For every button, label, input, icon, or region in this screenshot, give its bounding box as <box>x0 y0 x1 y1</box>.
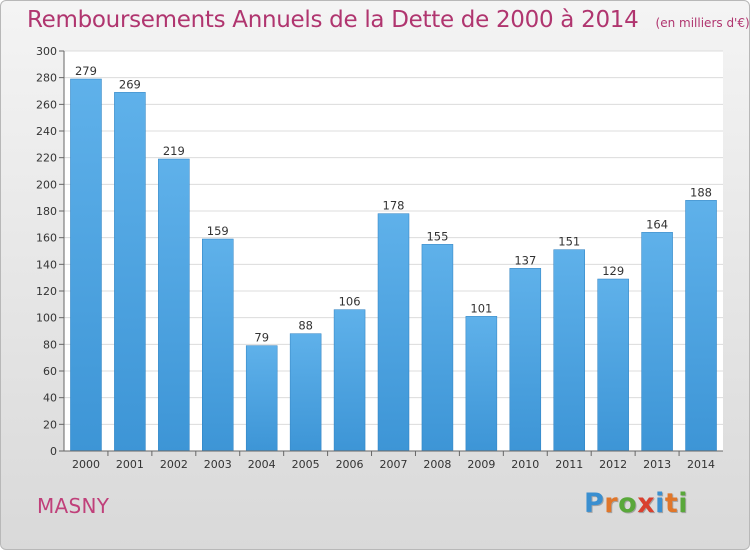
y-tick-label: 80 <box>43 338 57 351</box>
value-label-2011: 151 <box>558 235 580 249</box>
x-tick-label-2000: 2000 <box>72 458 100 471</box>
value-label-2000: 279 <box>75 64 97 78</box>
x-tick-label-2007: 2007 <box>380 458 408 471</box>
y-tick-label: 160 <box>36 232 57 245</box>
bar-2012 <box>597 278 629 452</box>
value-label-2012: 129 <box>602 264 624 278</box>
x-tick-label-2012: 2012 <box>599 458 627 471</box>
bars: 279 269 219 159 79 88 106 178 155 101 137 151 129 164… <box>70 64 717 452</box>
value-label-2014: 188 <box>690 185 712 199</box>
value-label-2002: 219 <box>163 144 185 158</box>
y-tick-label: 240 <box>36 125 57 138</box>
logo-letter: x <box>637 488 656 519</box>
y-tick-label: 120 <box>36 285 57 298</box>
x-tick-label-2001: 2001 <box>116 458 144 471</box>
x-tick-label-2003: 2003 <box>204 458 232 471</box>
bar-2003 <box>202 238 234 452</box>
y-tick-label: 20 <box>43 418 57 431</box>
x-tick-label-2005: 2005 <box>292 458 320 471</box>
x-tick-label-2010: 2010 <box>511 458 539 471</box>
y-tick-label: 60 <box>43 365 57 378</box>
bar-2009 <box>465 316 498 452</box>
y-tick-label: 260 <box>36 98 57 111</box>
bar-2002 <box>158 158 190 452</box>
logo-letter: i <box>678 488 689 519</box>
title-line: Remboursements Annuels de la Dette de 20… <box>27 7 750 33</box>
bar-2013 <box>641 232 673 452</box>
proxiti-logo: Proxiti <box>584 488 688 519</box>
bar-2006 <box>333 309 366 452</box>
bar-2005 <box>289 333 322 452</box>
value-label-2006: 106 <box>339 295 361 309</box>
x-tick-label-2006: 2006 <box>336 458 364 471</box>
value-label-2005: 88 <box>298 319 313 333</box>
chart-unit-label: (en milliers d'€) <box>655 16 750 30</box>
bar-2007 <box>377 213 410 452</box>
logo-letter: P <box>584 488 605 519</box>
x-tick-label-2004: 2004 <box>248 458 276 471</box>
x-tick-label-2009: 2009 <box>467 458 495 471</box>
x-tick-label-2008: 2008 <box>423 458 451 471</box>
value-label-2001: 269 <box>119 77 141 91</box>
x-tick-label-2014: 2014 <box>687 458 715 471</box>
logo-letter: t <box>664 488 679 519</box>
x-tick-label-2002: 2002 <box>160 458 188 471</box>
bar-2011 <box>553 249 585 452</box>
y-tick-label: 300 <box>36 45 57 58</box>
value-label-2008: 155 <box>426 229 448 243</box>
value-label-2003: 159 <box>207 224 229 238</box>
logo-letter: i <box>655 488 665 519</box>
bar-2010 <box>509 268 542 452</box>
value-label-2009: 101 <box>470 301 492 315</box>
y-tick-label: 40 <box>43 392 57 405</box>
bar-2008 <box>421 244 454 452</box>
y-tick-label: 280 <box>36 72 57 85</box>
y-tick-label: 140 <box>36 258 57 271</box>
logo-letter: o <box>618 488 638 519</box>
logo-letter: r <box>604 488 619 519</box>
chart-title: Remboursements Annuels de la Dette de 20… <box>27 7 639 33</box>
y-tick-label: 180 <box>36 205 57 218</box>
bar-2014 <box>685 200 717 452</box>
y-tick-label: 200 <box>36 178 57 191</box>
y-tick-label: 100 <box>36 312 57 325</box>
value-label-2004: 79 <box>254 331 269 345</box>
commune-name: MASNY <box>37 494 110 518</box>
value-label-2013: 164 <box>646 217 668 231</box>
bar-2004 <box>245 345 278 452</box>
axes: 0 20 40 60 80 100 120 140 160 180 200 220 240 260 280 3… <box>36 45 723 471</box>
y-tick-label: 220 <box>36 152 57 165</box>
x-tick-label-2011: 2011 <box>555 458 583 471</box>
value-label-2010: 137 <box>514 253 536 267</box>
bar-2000 <box>70 78 102 452</box>
y-tick-label: 0 <box>50 445 57 458</box>
x-tick-label-2013: 2013 <box>643 458 671 471</box>
value-label-2007: 178 <box>383 199 405 213</box>
bar-2001 <box>114 92 146 452</box>
